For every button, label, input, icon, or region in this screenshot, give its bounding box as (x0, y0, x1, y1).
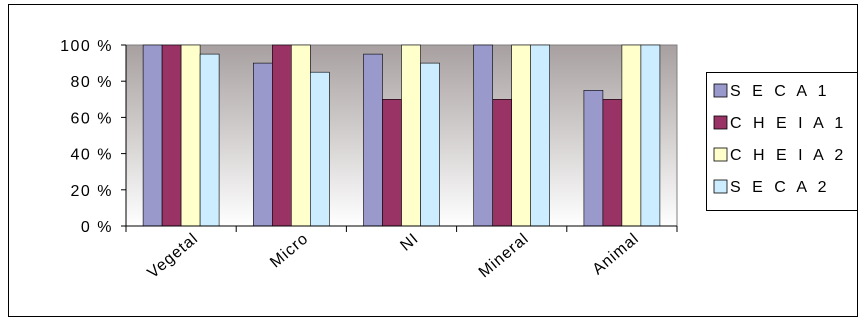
bar-vegetal-series-3 (180, 44, 201, 227)
bar-ni-series-1 (363, 53, 383, 227)
bar-mineral-series-3 (511, 44, 532, 227)
legend-box (706, 72, 858, 211)
bar-ni-series-2 (382, 99, 402, 227)
bar-animal-series-3 (621, 44, 642, 227)
bar-ni-series-4 (420, 62, 440, 227)
y-tick-label: 0 % (81, 219, 113, 236)
bar-mineral-series-4 (530, 44, 551, 227)
legend-label-series-3: C H E I A 2 (730, 147, 847, 164)
bar-ni-series-3 (401, 44, 421, 227)
bar-micro-series-4 (309, 71, 330, 227)
y-tick-label: 100 % (60, 38, 113, 55)
y-tick-label: 20 % (71, 183, 113, 200)
y-tick-label: 60 % (71, 110, 113, 127)
bar-vegetal-series-1 (142, 44, 163, 227)
y-tick-label: 40 % (71, 147, 113, 164)
bar-animal-series-4 (640, 44, 661, 227)
bar-animal-series-2 (602, 99, 623, 227)
y-tick-label: 80 % (71, 74, 113, 91)
bar-micro-series-1 (253, 62, 273, 227)
legend-label-series-2: C H E I A 1 (730, 115, 847, 132)
bar-vegetal-series-2 (161, 44, 182, 227)
legend-label-series-4: S E C A 2 (730, 179, 830, 196)
bar-mineral-series-1 (473, 44, 494, 227)
legend-swatch-series-2 (713, 115, 728, 130)
legend-label-series-1: S E C A 1 (730, 83, 830, 100)
bar-vegetal-series-4 (199, 53, 220, 227)
bar-animal-series-1 (583, 90, 604, 227)
bar-micro-series-2 (271, 44, 292, 227)
legend-swatch-series-4 (713, 179, 728, 194)
bar-mineral-series-2 (492, 99, 513, 227)
legend-swatch-series-3 (713, 147, 728, 162)
bar-micro-series-3 (290, 44, 311, 227)
legend-swatch-series-1 (713, 83, 728, 98)
